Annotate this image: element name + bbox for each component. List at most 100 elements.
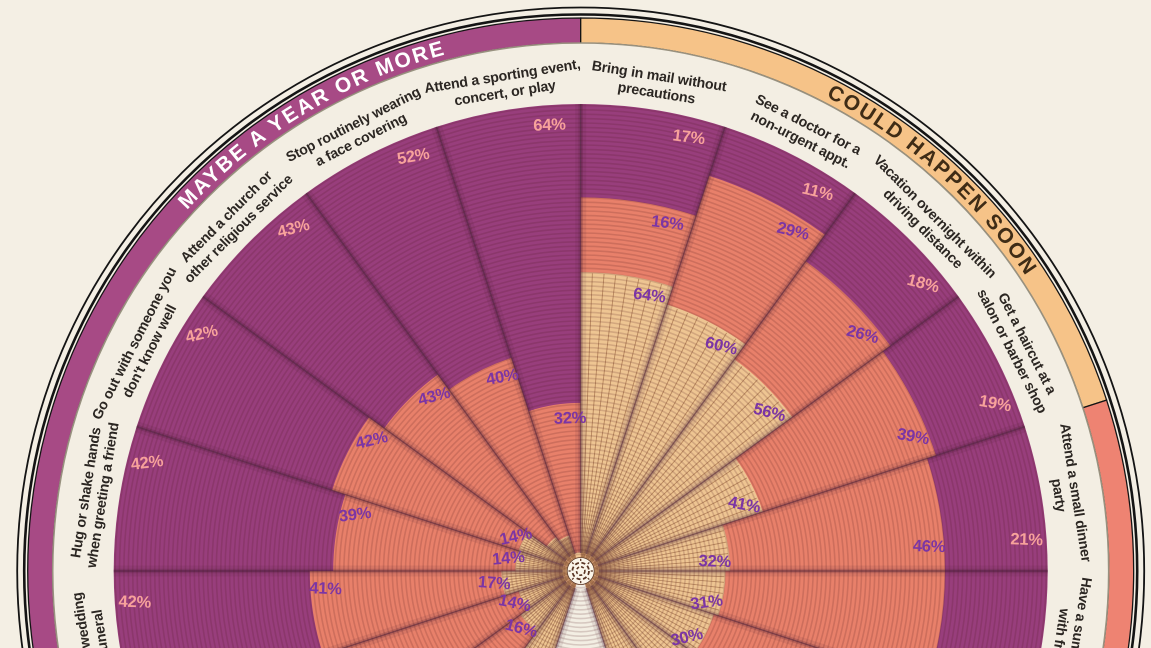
engraving-ray xyxy=(586,583,617,648)
engraving-ring xyxy=(290,280,872,648)
wedge-soon-right-edge-2 xyxy=(580,571,637,648)
engraving-ring xyxy=(158,148,1003,648)
boundary-spoke xyxy=(304,191,572,558)
boundary-spoke xyxy=(517,582,575,648)
wedge-soon-left-edge-2 xyxy=(524,571,581,648)
boundary-spoke xyxy=(301,189,575,560)
engraving-ray xyxy=(593,504,760,567)
engraving-ray xyxy=(505,574,568,593)
engraving-ring xyxy=(395,386,766,648)
engraving-ray xyxy=(502,572,567,581)
engraving-ring xyxy=(527,518,634,624)
engraving-ray xyxy=(582,278,640,558)
boundary-spoke xyxy=(586,189,860,560)
engraving-ring xyxy=(413,403,748,648)
engraving-ray xyxy=(588,582,633,648)
engraving-ring xyxy=(536,526,625,615)
engraving-ray xyxy=(516,565,567,571)
engraving-ring xyxy=(514,504,647,637)
engraving-ring xyxy=(242,232,920,648)
engraving-ring xyxy=(338,329,823,648)
engraving-ray xyxy=(589,581,642,648)
boundary-spoke xyxy=(521,584,572,648)
engraving-ring xyxy=(303,293,858,648)
engraving-ring xyxy=(369,359,792,648)
engraving-ray xyxy=(504,573,568,590)
wedge-months-right-below-picnic xyxy=(580,571,818,648)
engraving-ray xyxy=(524,577,569,603)
engraving-ray xyxy=(522,543,569,566)
engraving-ray xyxy=(537,582,575,648)
engraving-ray xyxy=(560,540,574,560)
engraving-ray xyxy=(524,579,571,620)
engraving-ring xyxy=(127,117,1034,648)
engraving-ray xyxy=(589,372,751,561)
engraving-ray xyxy=(586,317,698,559)
engraving-ray xyxy=(594,535,726,569)
engraving-ring xyxy=(431,421,731,648)
engraving-ring xyxy=(387,377,775,648)
engraving-ray xyxy=(551,541,572,562)
engraving-ray xyxy=(549,544,571,563)
engraving-ring xyxy=(233,223,929,648)
engraving-ring xyxy=(299,289,863,648)
engraving-ray xyxy=(530,580,572,626)
engraving-ring xyxy=(510,500,652,642)
engraving-ring xyxy=(488,478,674,648)
engraving-ray xyxy=(552,540,572,562)
pct-label-summer-picnic-soon: 31% xyxy=(689,591,724,613)
engraving-ray xyxy=(522,579,570,617)
wedge-soon-summer-picnic xyxy=(580,571,726,616)
engraving-ring xyxy=(545,535,616,607)
engraving-ray xyxy=(594,573,722,600)
engraving-ray xyxy=(528,580,572,624)
engraving-ray xyxy=(581,274,605,558)
engraving-ring xyxy=(501,491,660,648)
engraving-ray xyxy=(594,573,721,606)
engraving-ray xyxy=(590,580,665,648)
engraving-ray xyxy=(503,572,567,584)
engraving-ray xyxy=(591,579,680,648)
engraving-ray xyxy=(528,582,574,648)
boundary-spoke xyxy=(470,579,568,648)
pct-label-sporting-event-months: 32% xyxy=(553,409,587,428)
engraving-ray xyxy=(594,571,725,578)
pct-label-haircut-year: 19% xyxy=(978,392,1014,416)
engraving-ray xyxy=(585,312,688,559)
engraving-ring xyxy=(439,430,722,648)
engraving-ray xyxy=(590,580,659,648)
engraving-ray xyxy=(550,542,571,562)
sector-wedges xyxy=(113,104,1048,648)
boundary-spoke xyxy=(594,581,688,648)
wedge-months-sporting-event xyxy=(528,402,581,571)
engraving-ray xyxy=(583,281,651,558)
wedge-soon-vacation-driving xyxy=(580,359,793,571)
pct-label-right-below-picnic-soon: 30% xyxy=(669,625,705,648)
engraving-ray xyxy=(592,477,748,565)
virus-squiggle-inner xyxy=(575,566,586,576)
engraving-ring xyxy=(307,298,854,648)
virus-circle xyxy=(566,557,595,585)
engraving-ring xyxy=(461,452,700,648)
engraving-ray xyxy=(592,484,751,566)
sector-hug-shake-hands xyxy=(113,426,581,571)
engraving-ray xyxy=(516,562,567,570)
engraving-ring xyxy=(475,465,687,648)
engraving-ray xyxy=(517,557,568,569)
engraving-ring xyxy=(360,351,801,648)
boundary-spoke xyxy=(135,424,565,568)
pct-label-hug-shake-hands-soon: 14% xyxy=(491,548,525,569)
virus-spike xyxy=(571,561,575,565)
engraving-ray xyxy=(591,409,786,563)
engraving-ray xyxy=(523,576,569,601)
sector-sporting-event xyxy=(436,104,581,571)
engraving-ring xyxy=(316,307,845,648)
wedge-months-right-edge-2 xyxy=(580,571,637,648)
engraving-ring xyxy=(136,126,1025,648)
engraving-ring xyxy=(250,241,911,648)
engraving-ring xyxy=(470,461,691,648)
boundary-spoke xyxy=(597,575,820,648)
engraving-ray xyxy=(567,536,577,559)
boundary-spoke xyxy=(341,575,564,648)
engraving-ring xyxy=(237,227,924,648)
